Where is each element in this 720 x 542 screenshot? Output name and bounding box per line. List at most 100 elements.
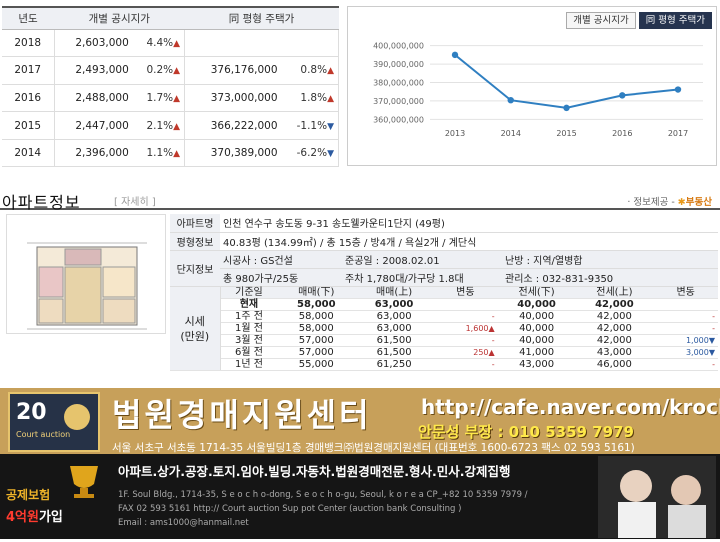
chart-tabs: 개별 공시지가 同 평형 주택가: [566, 12, 712, 29]
house-pct: 0.8%: [300, 64, 328, 77]
data-point[interactable]: [674, 86, 682, 93]
market-cell-c2: -: [653, 310, 718, 324]
x-tick-label: 2013: [445, 129, 465, 138]
land-price-change: 1.7%▲: [132, 84, 186, 113]
market-cell-c2: -: [653, 358, 718, 372]
price-year: 2016: [2, 84, 55, 113]
market-cell-s2: 63,000: [355, 310, 433, 324]
y-tick-label: 400,000,000: [373, 42, 424, 51]
value-apt-name: 인천 연수구 송도동 9-31 송도웰카운티1단지 (49평): [220, 214, 718, 233]
market-col-header: 매매(上): [355, 287, 433, 300]
market-cell-s2: 61,500: [355, 334, 433, 348]
house-pct: -6.2%: [296, 147, 328, 160]
tab-land-price[interactable]: 개별 공시지가: [566, 12, 636, 29]
source-prefix: · 정보제공 -: [627, 197, 675, 208]
market-cell-c1: -: [433, 358, 498, 372]
market-cell-j1: 40,000: [497, 334, 576, 348]
logo-text: Court auction: [16, 430, 71, 439]
market-col-header: 전세(上): [575, 287, 654, 300]
market-cell-s1: 58,000: [277, 322, 356, 336]
market-cell-j2: 42,000: [575, 334, 654, 348]
market-cell-j2: 42,000: [575, 310, 654, 324]
col-header-year: 년도: [2, 6, 54, 30]
market-row: 1년 전 55,000 61,250-43,000 46,000-: [170, 358, 718, 372]
land-pct: 2.1%: [146, 119, 174, 132]
market-col-header: 변동: [653, 287, 718, 300]
house-pct: 1.8%: [300, 91, 328, 104]
price-line-chart: 400,000,000 390,000,000 380,000,000 370,000…: [373, 42, 703, 138]
land-trend-arrow: ▲: [173, 38, 181, 49]
house-price-value: 376,176,000: [184, 56, 282, 85]
land-price-change: 0.2%▲: [132, 56, 186, 85]
market-cell-s2: 63,000: [355, 322, 433, 336]
footer-fax-line: FAX 02 593 5161 http:// Court auction Su…: [118, 504, 462, 514]
y-tick-label: 370,000,000: [373, 97, 424, 106]
land-trend-arrow: ▲: [173, 93, 181, 104]
market-cell-d: 6월 전: [220, 346, 278, 360]
house-price-change: -6.2%▼: [281, 139, 339, 168]
house-price-change: 1.8%▲: [281, 84, 339, 113]
y-tick-label: 360,000,000: [373, 115, 424, 124]
y-tick-label: 390,000,000: [373, 60, 424, 69]
price-year: 2018: [2, 29, 55, 58]
land-price-change: 2.1%▲: [132, 111, 186, 140]
detail-link[interactable]: [ 자세히 ]: [114, 197, 156, 208]
market-col-header: 변동: [433, 287, 498, 300]
data-point[interactable]: [619, 92, 626, 99]
footer-categories: 아파트.상가.공장.토지.임야.빌딩.자동차.법원경매전문.형사.민사.강제집행: [118, 464, 511, 479]
label-complex-info: 단지정보: [170, 250, 220, 287]
market-cell-c2: 3,000▼: [653, 346, 718, 360]
market-row: 3월 전 57,000 61,500-40,000 42,000 1,000▼: [170, 334, 718, 348]
gavel-icon: [64, 404, 90, 430]
land-trend-arrow: ▲: [173, 121, 181, 132]
price-row: 2016 2,488,000 1.7%▲ 373,000,000 1.8%▲: [2, 84, 339, 113]
data-point[interactable]: [451, 51, 459, 59]
value-management-office: 관리소 : 032-831-9350: [502, 268, 718, 287]
value-completion-date: 준공일 : 2008.02.01: [342, 250, 502, 269]
value-builder: 시공사 : GS건설: [220, 250, 342, 269]
value-parking: 주차 1,780대/가구당 1.8대: [342, 268, 502, 287]
source-info: · 정보제공 - ✱부동산: [627, 194, 712, 208]
market-col-header: 매매(下): [277, 287, 356, 300]
series-line: [454, 54, 679, 109]
house-price-value: [184, 29, 282, 58]
price-row: 2018 2,603,000 4.4%▲: [2, 29, 339, 58]
price-chart-panel: 개별 공시지가 同 평형 주택가 400,000,000 390,000,000 3…: [347, 6, 717, 166]
market-cell-s1: 55,000: [277, 358, 356, 372]
market-cell-j1: 40,000: [497, 310, 576, 324]
logo-number: 20: [16, 400, 47, 425]
house-price-value: 370,389,000: [184, 139, 282, 168]
market-cell-d: 3월 전: [220, 334, 278, 348]
house-pct: -1.1%: [296, 119, 328, 132]
insurance-amount-value: 4억원: [6, 510, 39, 525]
market-cell-j2: 42,000: [575, 322, 654, 336]
house-trend-arrow: ▼: [327, 121, 334, 132]
market-row: 6월 전 57,000 61,500 250▲ 41,000 43,000 3,000▼: [170, 346, 718, 360]
tab-house-price[interactable]: 同 평형 주택가: [638, 12, 712, 29]
trophy-icon: [70, 466, 98, 498]
market-col-header: 기준일: [220, 287, 278, 300]
value-households: 총 980가구/25동: [220, 268, 342, 287]
land-pct: 1.1%: [146, 147, 174, 160]
land-price-change: 4.4%▲: [132, 29, 186, 58]
market-cell-s2: 63,000: [355, 298, 433, 312]
land-pct: 4.4%: [146, 36, 174, 49]
section-header: 아파트정보 [ 자세히 ] · 정보제공 - ✱부동산: [0, 188, 720, 212]
ad-banner: [0, 388, 720, 454]
data-point[interactable]: [507, 96, 514, 104]
insurance-join: 가입: [38, 510, 63, 525]
banner-url[interactable]: http://cafe.naver.com/krocha: [421, 395, 720, 419]
land-trend-arrow: ▲: [173, 66, 181, 77]
market-cell-j2: 42,000: [575, 298, 654, 312]
house-price-value: 366,222,000: [184, 111, 282, 140]
market-col-header: 전세(下): [497, 287, 576, 300]
land-pct: 1.7%: [146, 91, 174, 104]
house-price-change: [281, 29, 339, 58]
source-brand: 부동산: [685, 197, 712, 208]
data-point[interactable]: [563, 104, 570, 112]
floor-plan-image: [6, 214, 166, 334]
banner-title: 법원경매지원센터: [112, 396, 372, 434]
market-cell-j1: 40,000: [497, 322, 576, 336]
price-row: 2017 2,493,000 0.2%▲ 376,176,000 0.8%▲: [2, 56, 339, 85]
x-tick-label: 2014: [501, 129, 521, 138]
